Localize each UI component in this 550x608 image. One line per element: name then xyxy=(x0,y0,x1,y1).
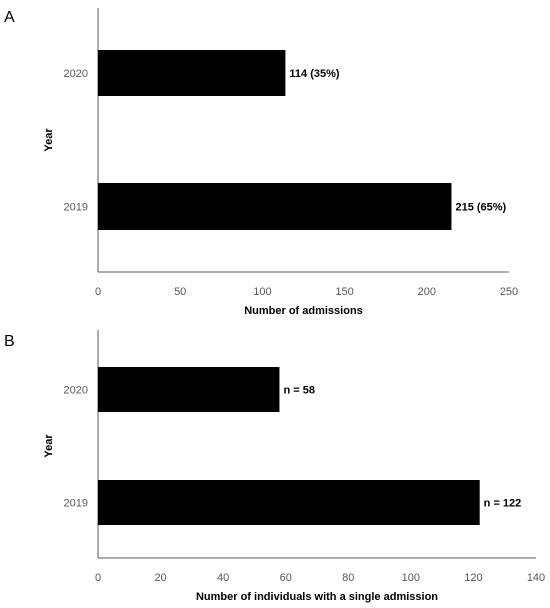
y-axis-title: Year xyxy=(43,128,55,152)
y-tick-label: 2020 xyxy=(64,385,88,397)
bar-2020 xyxy=(98,367,280,412)
panel-letter: B xyxy=(4,333,15,350)
x-axis-title: Number of individuals with a single admi… xyxy=(196,591,438,603)
y-axis-title: Year xyxy=(43,434,55,458)
x-tick-label: 100 xyxy=(253,286,271,298)
x-tick-label: 0 xyxy=(95,572,101,584)
panel-a-chart: A 2019 215 (65%) 2020 114 (35%) 0 50 100 150 200 2… xyxy=(4,8,518,317)
x-tick-label: 50 xyxy=(174,286,186,298)
x-tick-label: 40 xyxy=(217,572,229,584)
x-tick-label: 0 xyxy=(95,286,101,298)
x-tick-label: 200 xyxy=(418,286,436,298)
x-tick-label: 120 xyxy=(464,572,482,584)
x-tick-label: 60 xyxy=(280,572,292,584)
panel-letter: A xyxy=(4,9,15,26)
y-tick-label: 2020 xyxy=(64,68,88,80)
x-tick-label: 20 xyxy=(154,572,166,584)
x-tick-label: 80 xyxy=(342,572,354,584)
x-tick-label: 100 xyxy=(402,572,420,584)
data-label: 114 (35%) xyxy=(289,68,339,80)
panel-b-chart: B 2019 n = 122 2020 n = 58 0 20 40 60 80 100 120 140… xyxy=(4,330,545,603)
y-tick-label: 2019 xyxy=(64,498,88,510)
bar-2019 xyxy=(98,480,480,525)
data-label: n = 58 xyxy=(283,385,315,397)
bar-2019 xyxy=(98,183,452,230)
y-tick-label: 2019 xyxy=(64,202,88,214)
bar-2020 xyxy=(98,50,286,96)
x-axis-title: Number of admissions xyxy=(244,305,363,317)
data-label: 215 (65%) xyxy=(455,202,506,214)
x-tick-label: 140 xyxy=(527,572,545,584)
x-tick-label: 150 xyxy=(335,286,353,298)
x-tick-label: 250 xyxy=(500,286,518,298)
data-label: n = 122 xyxy=(484,498,522,510)
